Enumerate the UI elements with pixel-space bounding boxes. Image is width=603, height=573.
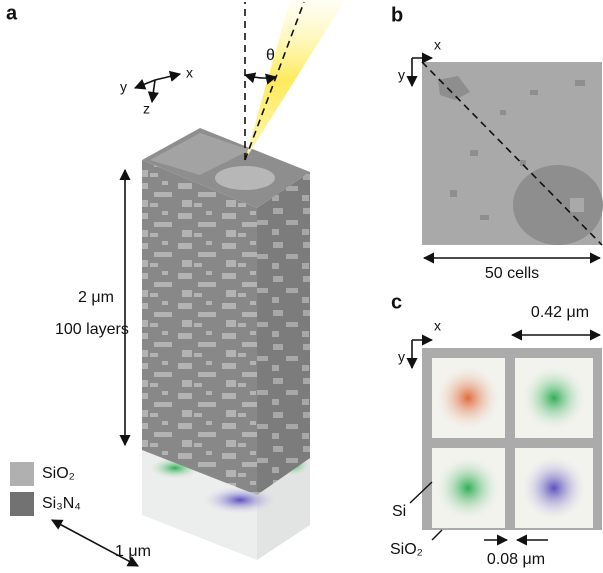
panel-label: c xyxy=(391,291,402,313)
layers-label: 100 layers xyxy=(55,321,129,338)
axis-label: x xyxy=(434,318,441,334)
pointer xyxy=(409,481,433,504)
size-label: 50 cells xyxy=(485,265,539,282)
pointer xyxy=(431,529,443,541)
cut-line xyxy=(421,61,603,246)
axes-a xyxy=(133,70,182,104)
panel-label: a xyxy=(6,2,18,24)
period-label: 0.42 μm xyxy=(531,304,589,321)
axes-c xyxy=(406,334,434,370)
axes-b xyxy=(406,52,434,88)
axis-label: y xyxy=(398,349,405,365)
angle-label: θ xyxy=(266,47,275,64)
cladding-label: SiO₂ xyxy=(390,541,423,558)
height-label: 2 μm xyxy=(78,289,114,306)
cube xyxy=(142,128,310,495)
axis-label: x xyxy=(186,65,193,81)
panel-label: b xyxy=(391,4,403,26)
gap-label: 0.08 μm xyxy=(487,551,545,568)
width-label: 1 μm xyxy=(115,543,151,560)
legend-label: SiO₂ xyxy=(42,465,75,482)
legend-swatch xyxy=(10,492,34,516)
axis-label: y xyxy=(120,79,127,95)
width-arrow xyxy=(51,519,139,567)
axis-label: z xyxy=(143,101,150,117)
axis-label: y xyxy=(398,67,405,83)
axis-label: x xyxy=(434,37,441,53)
core-label: Si xyxy=(392,503,406,520)
light-beam xyxy=(245,0,345,160)
legend-label: Si₃N₄ xyxy=(42,495,81,512)
mode-grid xyxy=(422,348,602,530)
angle-arc xyxy=(243,72,278,85)
legend-swatch xyxy=(10,462,34,486)
